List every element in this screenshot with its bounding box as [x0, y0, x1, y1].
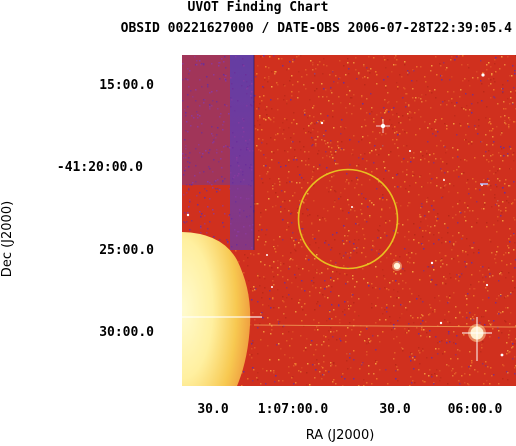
- ra-tick-label: 1:07:00.0: [257, 402, 329, 417]
- star: [485, 283, 489, 287]
- star: [271, 286, 273, 288]
- star: [462, 317, 492, 361]
- chart-subtitle: OBSID 00221627000 / DATE-OBS 2006-07-28T…: [120, 21, 512, 36]
- dec-tick-label: 25:00.0: [99, 243, 154, 258]
- star: [500, 353, 504, 357]
- star: [481, 73, 485, 77]
- star: [320, 121, 324, 125]
- star: [392, 261, 402, 271]
- finding-chart-image: [182, 55, 516, 386]
- chart-title: UVOT Finding Chart: [187, 0, 329, 15]
- bright-source-halo: [182, 232, 251, 386]
- sky-image-svg: [182, 55, 516, 386]
- star: [266, 254, 268, 256]
- noise-layer: [182, 55, 516, 386]
- ra-tick-label: 30.0: [379, 402, 411, 417]
- star: [439, 321, 443, 325]
- star: [351, 206, 353, 208]
- star: [186, 213, 190, 217]
- star: [409, 150, 411, 152]
- star: [430, 261, 434, 265]
- star: [376, 119, 390, 133]
- star-field: [186, 73, 504, 361]
- star: [443, 179, 445, 181]
- ra-tick-label: 30.0: [197, 402, 229, 417]
- dec-tick-label: 30:00.0: [99, 325, 154, 340]
- y-axis-label: Dec (J2000): [0, 200, 15, 278]
- dec-tick-label: -41:20:00.0: [56, 160, 143, 175]
- ra-tick-label: 06:00.0: [447, 402, 503, 417]
- error-circle: [297, 168, 399, 270]
- x-axis-label: RA (J2000): [305, 428, 375, 443]
- low-exposure-strip: [230, 55, 254, 250]
- dec-tick-label: 15:00.0: [99, 78, 154, 93]
